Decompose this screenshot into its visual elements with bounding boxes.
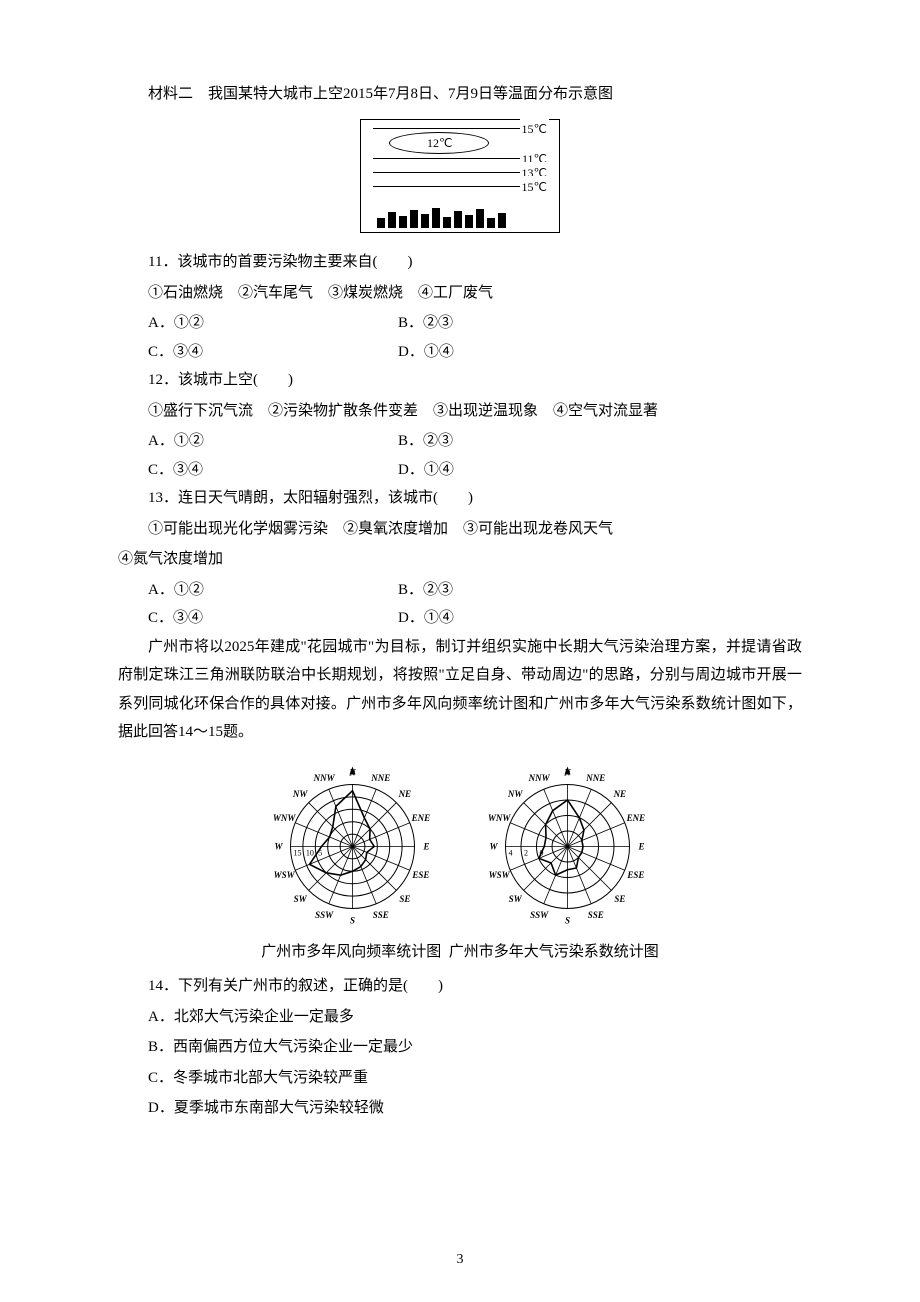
rose-captions: 广州市多年风向频率统计图 广州市多年大气污染系数统计图 bbox=[118, 938, 802, 967]
svg-text:NW: NW bbox=[507, 789, 523, 799]
page-number: 3 bbox=[0, 1247, 920, 1274]
q11-choices-line: ①石油燃烧 ②汽车尾气 ③煤炭燃烧 ④工厂废气 bbox=[118, 279, 802, 308]
svg-text:SSE: SSE bbox=[373, 909, 389, 919]
svg-text:0: 0 bbox=[540, 848, 544, 857]
q13-opt-b: B．②③ bbox=[398, 576, 453, 605]
iso-label-15a: 15℃ bbox=[520, 118, 549, 141]
svg-text:SW: SW bbox=[509, 893, 523, 903]
svg-text:4: 4 bbox=[509, 848, 513, 857]
svg-text:10: 10 bbox=[306, 848, 314, 857]
svg-text:E: E bbox=[637, 841, 644, 851]
q13-opt-d: D．①④ bbox=[398, 604, 454, 633]
q13-choices-line1: ①可能出现光化学烟雾污染 ②臭氧浓度增加 ③可能出现龙卷风天气 bbox=[118, 515, 802, 544]
q12-opt-a: A．①② bbox=[148, 427, 398, 456]
city-skyline bbox=[373, 206, 547, 228]
svg-text:SE: SE bbox=[614, 893, 625, 903]
svg-text:NNE: NNE bbox=[585, 773, 605, 783]
svg-text:SE: SE bbox=[399, 893, 410, 903]
rose-charts-row: NNNENEENEEESESESSESSSWSWWSWWWNWNWNNW1510… bbox=[118, 759, 802, 934]
q14-opt-b: B．西南偏西方位大气污染企业一定最少 bbox=[118, 1033, 802, 1062]
q14-opt-d: D．夏季城市东南部大气污染较轻微 bbox=[118, 1094, 802, 1123]
isotherm-figure: 15℃ 12℃ 11℃ 13℃ 15℃ bbox=[118, 119, 802, 239]
svg-text:WNW: WNW bbox=[488, 813, 512, 823]
svg-text:NNW: NNW bbox=[313, 773, 336, 783]
svg-text:ESE: ESE bbox=[626, 869, 644, 879]
isotherm-box: 15℃ 12℃ 11℃ 13℃ 15℃ bbox=[360, 119, 560, 233]
q11-opt-d: D．①④ bbox=[398, 338, 454, 367]
svg-text:5: 5 bbox=[318, 848, 322, 857]
svg-text:ESE: ESE bbox=[411, 869, 429, 879]
q13-stem: 13．连日天气晴朗，太阳辐射强烈，该城市( ) bbox=[118, 484, 802, 513]
q13-opt-c: C．③④ bbox=[148, 604, 398, 633]
q13-opt-a: A．①② bbox=[148, 576, 398, 605]
svg-text:WNW: WNW bbox=[273, 813, 297, 823]
svg-text:NNE: NNE bbox=[370, 773, 390, 783]
q12-opt-b: B．②③ bbox=[398, 427, 453, 456]
svg-text:ENE: ENE bbox=[626, 813, 646, 823]
q11-stem: 11．该城市的首要污染物主要来自( ) bbox=[118, 248, 802, 277]
svg-text:NNW: NNW bbox=[528, 773, 551, 783]
svg-text:SSE: SSE bbox=[588, 909, 604, 919]
q13-choices-line2: ④氮气浓度增加 bbox=[118, 545, 802, 574]
svg-text:NE: NE bbox=[398, 789, 412, 799]
svg-text:NW: NW bbox=[292, 789, 308, 799]
svg-text:WSW: WSW bbox=[274, 869, 296, 879]
caption-wind: 广州市多年风向频率统计图 bbox=[261, 944, 441, 960]
svg-text:ENE: ENE bbox=[411, 813, 431, 823]
pollution-rose-chart: NNNENEENEEESESESSESSSWSWWSWWWNWNWNNW420 bbox=[480, 759, 655, 934]
q12-choices-line: ①盛行下沉气流 ②污染物扩散条件变差 ③出现逆温现象 ④空气对流显著 bbox=[118, 397, 802, 426]
svg-text:SSW: SSW bbox=[530, 909, 549, 919]
q12-opt-c: C．③④ bbox=[148, 456, 398, 485]
svg-text:E: E bbox=[422, 841, 429, 851]
svg-text:NE: NE bbox=[613, 789, 627, 799]
svg-text:15: 15 bbox=[294, 848, 302, 857]
svg-text:2: 2 bbox=[524, 848, 528, 857]
q11-opt-b: B．②③ bbox=[398, 309, 453, 338]
q14-opt-c: C．冬季城市北部大气污染较严重 bbox=[118, 1064, 802, 1093]
q14-opt-a: A．北郊大气污染企业一定最多 bbox=[118, 1003, 802, 1032]
svg-text:SW: SW bbox=[294, 893, 308, 903]
svg-text:W: W bbox=[489, 841, 498, 851]
q12-opt-d: D．①④ bbox=[398, 456, 454, 485]
caption-pollution: 广州市多年大气污染系数统计图 bbox=[449, 944, 659, 960]
svg-text:SSW: SSW bbox=[315, 909, 334, 919]
svg-text:WSW: WSW bbox=[489, 869, 511, 879]
passage2: 广州市将以2025年建成"花园城市"为目标，制订并组织实施中长期大气污染治理方案… bbox=[118, 633, 802, 747]
iso-label-15b: 15℃ bbox=[520, 176, 549, 199]
q14-stem: 14．下列有关广州市的叙述，正确的是( ) bbox=[118, 972, 802, 1001]
iso-inner-label: 12℃ bbox=[427, 132, 452, 155]
svg-text:W: W bbox=[274, 841, 283, 851]
wind-rose-chart: NNNENEENEEESESESSESSSWSWWSWWWNWNWNNW1510… bbox=[265, 759, 440, 934]
svg-text:S: S bbox=[350, 915, 355, 925]
material2-title: 材料二 我国某特大城市上空2015年7月8日、7月9日等温面分布示意图 bbox=[118, 80, 802, 109]
q11-opt-a: A．①② bbox=[148, 309, 398, 338]
svg-text:S: S bbox=[565, 915, 570, 925]
q11-opt-c: C．③④ bbox=[148, 338, 398, 367]
q12-stem: 12．该城市上空( ) bbox=[118, 366, 802, 395]
